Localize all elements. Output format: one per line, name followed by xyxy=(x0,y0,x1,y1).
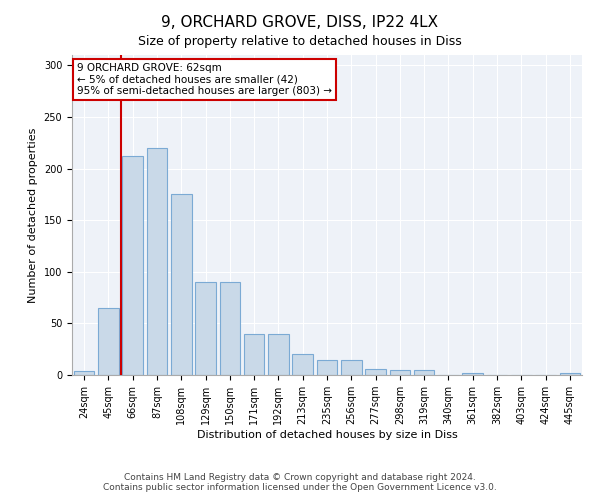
Bar xyxy=(171,194,191,375)
Bar xyxy=(389,370,410,375)
Bar xyxy=(146,148,167,375)
Text: Contains HM Land Registry data © Crown copyright and database right 2024.
Contai: Contains HM Land Registry data © Crown c… xyxy=(103,473,497,492)
Text: 9, ORCHARD GROVE, DISS, IP22 4LX: 9, ORCHARD GROVE, DISS, IP22 4LX xyxy=(161,15,439,30)
Bar xyxy=(414,370,434,375)
Bar xyxy=(195,282,216,375)
Bar xyxy=(220,282,240,375)
Bar xyxy=(341,360,362,375)
Bar xyxy=(74,371,94,375)
Bar xyxy=(317,360,337,375)
X-axis label: Distribution of detached houses by size in Diss: Distribution of detached houses by size … xyxy=(197,430,457,440)
Bar xyxy=(292,354,313,375)
Bar xyxy=(268,334,289,375)
Y-axis label: Number of detached properties: Number of detached properties xyxy=(28,128,38,302)
Bar xyxy=(463,373,483,375)
Bar xyxy=(365,369,386,375)
Text: Size of property relative to detached houses in Diss: Size of property relative to detached ho… xyxy=(138,35,462,48)
Text: 9 ORCHARD GROVE: 62sqm
← 5% of detached houses are smaller (42)
95% of semi-deta: 9 ORCHARD GROVE: 62sqm ← 5% of detached … xyxy=(77,63,332,96)
Bar xyxy=(560,373,580,375)
Bar xyxy=(122,156,143,375)
Bar xyxy=(244,334,265,375)
Bar xyxy=(98,308,119,375)
